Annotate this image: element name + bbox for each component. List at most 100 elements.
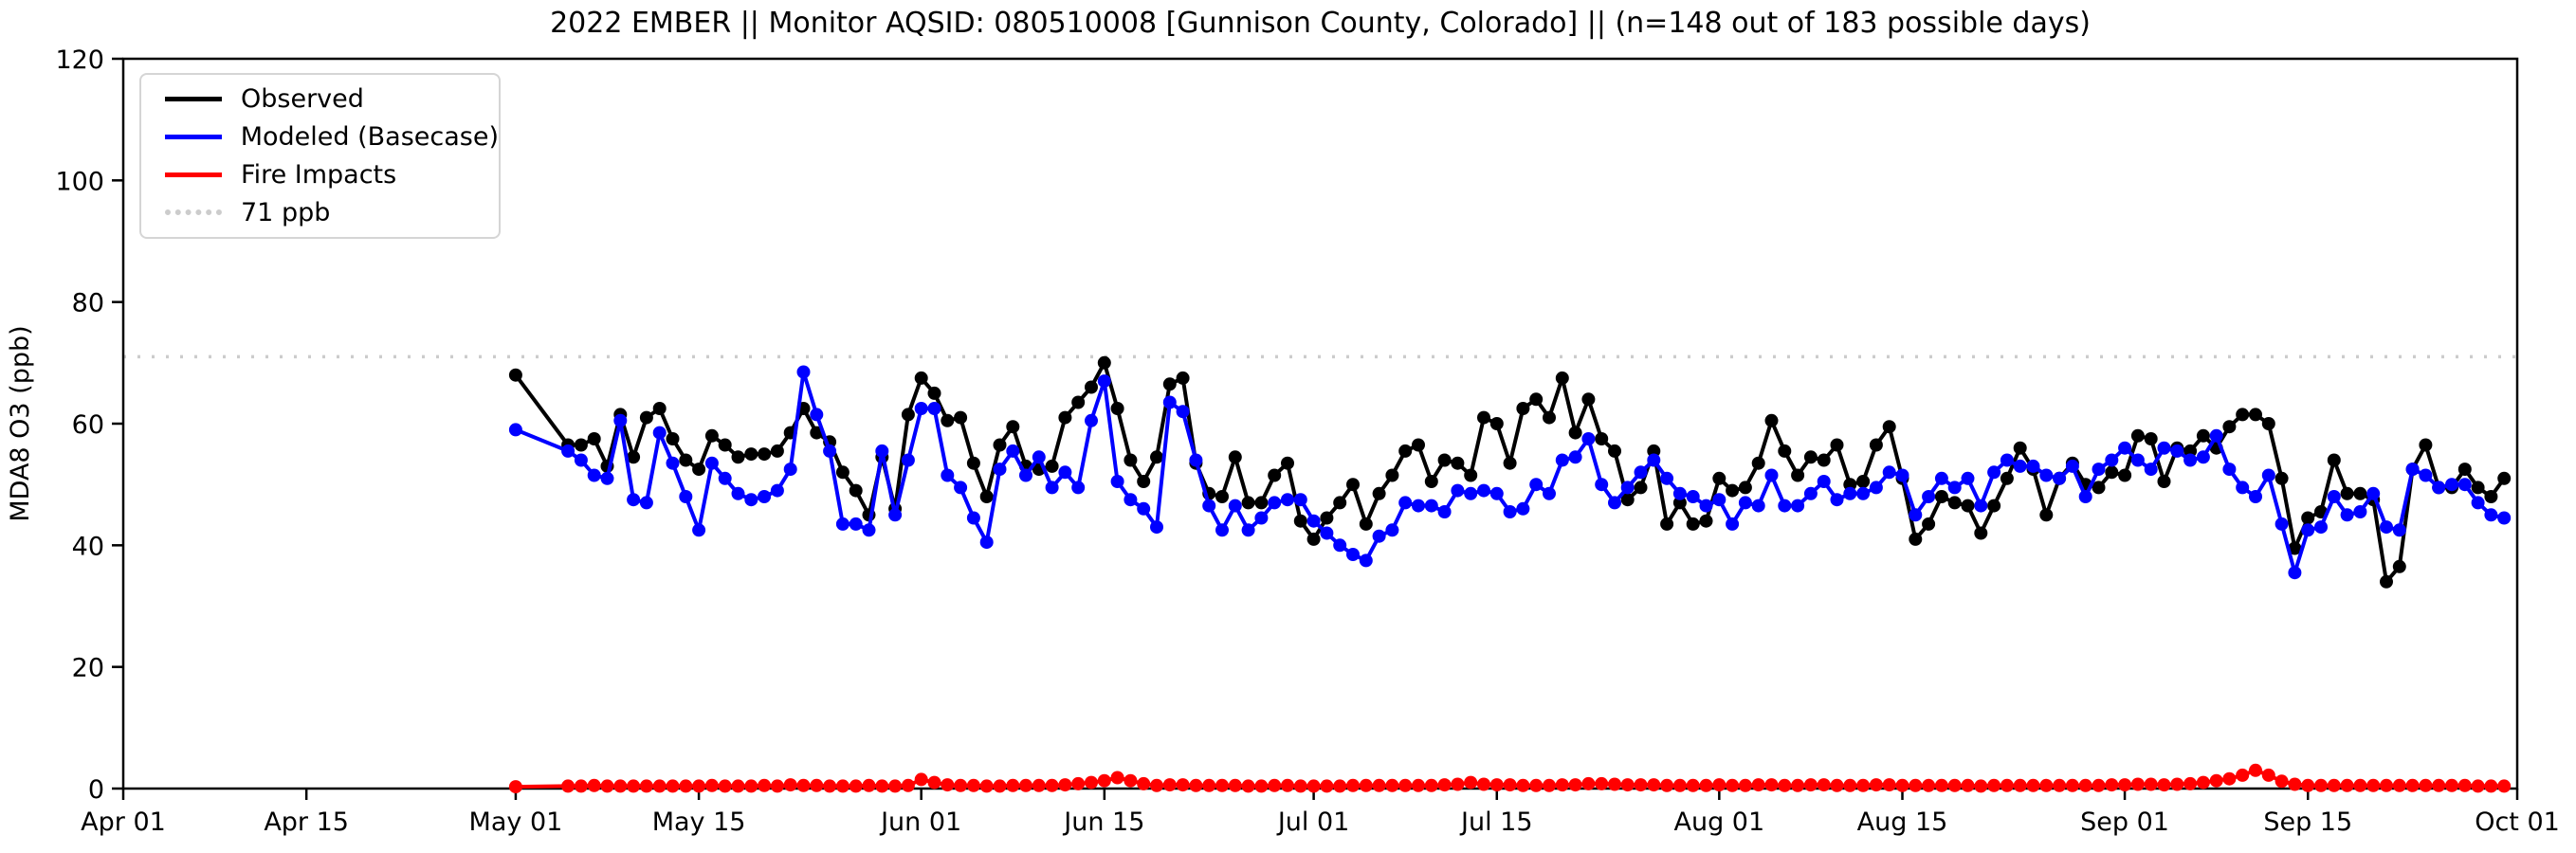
- modeled-basecase-point: [2196, 450, 2210, 464]
- modeled-basecase-point: [993, 463, 1007, 477]
- modeled-basecase-markers: [508, 365, 2512, 580]
- modeled-basecase-point: [1922, 490, 1936, 503]
- fire-impacts-point: [1019, 778, 1032, 792]
- modeled-basecase-point: [1869, 481, 1883, 495]
- fire-impacts-point: [862, 778, 876, 792]
- fire-impacts-point: [1803, 778, 1818, 792]
- legend-label-modeled: Modeled (Basecase): [240, 122, 499, 153]
- observed-point: [679, 453, 693, 467]
- observed-point: [1320, 511, 1334, 525]
- observed-point: [2471, 481, 2485, 495]
- modeled-basecase-point: [1058, 465, 1072, 480]
- fire-impacts-point: [1489, 778, 1504, 792]
- fire-impacts-point: [1830, 778, 1844, 792]
- x-tick-label: Sep 15: [2263, 808, 2352, 837]
- observed-point: [1555, 371, 1569, 385]
- fire-impacts-point: [1058, 778, 1072, 792]
- fire-impacts-point: [2249, 763, 2262, 777]
- modeled-basecase-point: [927, 402, 941, 415]
- observed-point: [1909, 532, 1923, 546]
- fire-impacts-point: [1228, 778, 1242, 792]
- fire-impacts-point: [561, 779, 575, 793]
- observed-point: [2275, 471, 2289, 485]
- fire-impacts-point: [1608, 777, 1621, 791]
- fire-impacts-point: [1987, 778, 2001, 792]
- modeled-basecase-point: [1372, 529, 1386, 543]
- modeled-basecase-point: [2209, 428, 2223, 443]
- fire-impacts-point: [1660, 778, 1674, 792]
- modeled-basecase-point: [2170, 444, 2184, 458]
- x-tick-label: Jun 01: [879, 808, 961, 837]
- modeled-basecase-point: [966, 511, 980, 525]
- fire-impacts-point: [2170, 777, 2184, 791]
- fire-impacts-point: [1934, 778, 1948, 792]
- modeled-basecase-point: [704, 456, 719, 470]
- observed-point: [1830, 438, 1844, 452]
- observed-point: [1608, 444, 1621, 458]
- fire-impacts-point: [2340, 778, 2354, 792]
- observed-point: [1660, 517, 1674, 531]
- fire-impacts-point: [1451, 777, 1465, 791]
- observed-point: [1477, 410, 1490, 425]
- fire-impacts-point: [2380, 778, 2393, 792]
- observed-point: [1620, 493, 1635, 507]
- modeled-basecase-point: [758, 490, 772, 503]
- fire-impacts-point: [2026, 778, 2040, 792]
- fire-impacts-point: [1856, 778, 1871, 792]
- fire-impacts-point: [2236, 768, 2250, 782]
- observed-point: [1934, 490, 1948, 503]
- fire-impacts-point: [1961, 778, 1975, 792]
- fire-impacts-point: [1085, 775, 1098, 789]
- observed-point: [1686, 517, 1700, 531]
- modeled-basecase-point: [1176, 405, 1190, 419]
- modeled-basecase-point: [2301, 523, 2315, 537]
- observed-point: [1424, 475, 1438, 488]
- fire-impacts-point: [914, 772, 928, 787]
- modeled-basecase-point: [2092, 463, 2106, 477]
- modeled-basecase-point: [914, 402, 928, 415]
- fire-impacts-point: [639, 779, 653, 793]
- modeled-basecase-point: [2497, 511, 2512, 525]
- observed-point: [1543, 410, 1556, 425]
- observed-point: [627, 450, 641, 464]
- modeled-basecase-point: [508, 423, 522, 437]
- modeled-basecase-point: [1464, 486, 1478, 500]
- fire-impacts-point: [1189, 778, 1203, 792]
- modeled-basecase-point: [2314, 520, 2328, 535]
- observed-point: [2092, 481, 2106, 495]
- fire-impacts-point: [1791, 778, 1805, 792]
- observed-point: [1974, 526, 1988, 540]
- observed-point: [1110, 402, 1124, 415]
- fire-impacts-point: [835, 779, 850, 793]
- observed-point: [1529, 392, 1544, 407]
- fire-impacts-point: [1372, 778, 1386, 792]
- observed-point: [1568, 426, 1582, 440]
- modeled-basecase-point: [1595, 478, 1609, 492]
- fire-impacts-point: [2105, 778, 2119, 792]
- modeled-basecase-point: [783, 463, 797, 477]
- observed-point: [1385, 468, 1399, 482]
- modeled-basecase-point: [1882, 465, 1896, 480]
- fire-impacts-point: [2261, 768, 2275, 782]
- observed-point: [1215, 490, 1229, 503]
- y-tick-label: 120: [55, 45, 104, 75]
- modeled-basecase-point: [561, 444, 575, 458]
- fire-impacts-point: [1503, 778, 1517, 792]
- modeled-basecase-point: [1306, 514, 1321, 528]
- modeled-basecase-point: [2013, 459, 2027, 473]
- fire-impacts-point: [2196, 775, 2210, 789]
- modeled-basecase-point: [1293, 493, 1307, 507]
- fire-impacts-point: [1254, 779, 1269, 793]
- modeled-basecase-point: [1333, 538, 1347, 553]
- legend-label-observed: Observed: [241, 84, 364, 115]
- observed-point: [979, 490, 994, 503]
- observed-point: [1085, 380, 1098, 394]
- observed-point: [1228, 450, 1242, 464]
- observed-point: [1293, 514, 1307, 528]
- modeled-basecase-point: [1281, 493, 1294, 507]
- modeled-basecase-point: [1385, 523, 1399, 537]
- fire-impacts-point: [1162, 778, 1177, 792]
- fire-impacts-point: [2484, 779, 2498, 793]
- modeled-basecase-point: [639, 496, 653, 510]
- observed-point: [731, 450, 745, 464]
